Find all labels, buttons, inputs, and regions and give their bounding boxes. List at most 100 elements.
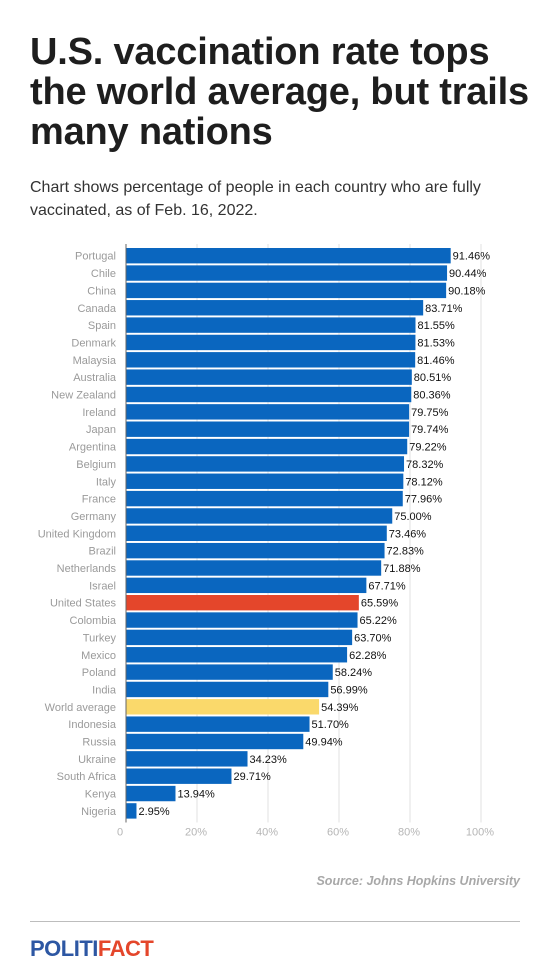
bar-denmark xyxy=(126,334,416,351)
category-label: Portugal xyxy=(75,251,116,263)
value-label: 79.74% xyxy=(411,424,449,436)
category-label: Russia xyxy=(82,737,117,749)
bar-indonesia xyxy=(126,716,310,732)
value-label: 91.46% xyxy=(453,251,491,263)
category-label: Ireland xyxy=(82,407,116,419)
value-label: 2.95% xyxy=(138,806,169,818)
bar-malaysia xyxy=(126,352,416,368)
value-label: 73.46% xyxy=(389,528,427,540)
bar-world-average xyxy=(126,699,320,715)
bar-new-zealand xyxy=(126,386,412,403)
category-label: Nigeria xyxy=(81,806,117,818)
category-label: Malaysia xyxy=(73,355,117,367)
bar-russia xyxy=(126,733,304,750)
bar-australia xyxy=(126,369,412,385)
category-label: Ukraine xyxy=(78,754,116,766)
value-label: 54.39% xyxy=(321,702,359,714)
bar-nigeria xyxy=(126,803,137,819)
category-label: India xyxy=(92,684,117,696)
bar-chart: Portugal 91.46% Chile 90.44% China 90.18% Cana… xyxy=(38,244,494,839)
category-label: Colombia xyxy=(70,615,117,627)
value-label: 67.71% xyxy=(368,580,406,592)
category-label: World average xyxy=(45,702,116,714)
bar-colombia xyxy=(126,612,358,628)
bar-chile xyxy=(126,265,448,281)
value-label: 62.28% xyxy=(349,650,387,662)
category-label: United Kingdom xyxy=(38,528,116,540)
category-label: Kenya xyxy=(85,789,117,801)
bar-israel xyxy=(126,577,367,594)
category-label: New Zealand xyxy=(51,390,116,402)
category-label: Mexico xyxy=(81,650,116,662)
category-label: Indonesia xyxy=(68,719,117,731)
chart-subtitle: Chart shows percentage of people in each… xyxy=(30,179,481,219)
bar-india xyxy=(126,681,329,698)
value-label: 29.71% xyxy=(233,771,271,783)
bar-south-africa xyxy=(126,768,232,784)
bar-brazil xyxy=(126,542,385,559)
logo-part-politi: POLITI xyxy=(30,936,98,961)
value-label: 49.94% xyxy=(305,737,343,749)
category-label: South Africa xyxy=(57,771,117,783)
politifact-logo[interactable]: POLITIFACT xyxy=(30,936,154,962)
bar-ireland xyxy=(126,404,410,420)
bar-france xyxy=(126,490,403,507)
value-label: 58.24% xyxy=(335,667,373,679)
category-label: France xyxy=(82,494,116,506)
category-label: Belgium xyxy=(76,459,116,471)
logo-part-fact: FACT xyxy=(97,936,154,961)
value-label: 83.71% xyxy=(425,303,463,315)
bar-belgium xyxy=(126,456,405,472)
category-label: Netherlands xyxy=(57,563,117,575)
category-label: China xyxy=(87,285,117,297)
value-label: 77.96% xyxy=(405,494,443,506)
x-tick-label: 0 xyxy=(117,827,123,839)
category-label: United States xyxy=(50,598,117,610)
value-label: 79.75% xyxy=(411,407,449,419)
category-label: Argentina xyxy=(69,442,117,454)
bar-kenya xyxy=(126,785,176,802)
bar-canada xyxy=(126,300,424,316)
value-label: 80.36% xyxy=(413,390,451,402)
bar-germany xyxy=(126,508,393,524)
value-label: 13.94% xyxy=(177,789,215,801)
category-label: Spain xyxy=(88,320,116,332)
value-label: 90.44% xyxy=(449,268,487,280)
bar-china xyxy=(126,282,447,299)
value-label: 78.32% xyxy=(406,459,444,471)
value-label: 78.12% xyxy=(405,476,443,488)
value-label: 79.22% xyxy=(409,442,447,454)
value-label: 71.88% xyxy=(383,563,421,575)
bar-spain xyxy=(126,317,416,333)
bar-united-kingdom xyxy=(126,525,387,541)
value-label: 81.53% xyxy=(417,337,455,349)
bar-mexico xyxy=(126,647,348,663)
x-tick-label: 40% xyxy=(256,827,278,839)
value-label: 65.22% xyxy=(360,615,398,627)
value-label: 90.18% xyxy=(448,285,486,297)
value-label: 56.99% xyxy=(330,684,368,696)
bar-italy xyxy=(126,473,404,489)
bar-portugal xyxy=(126,248,451,264)
category-label: Chile xyxy=(91,268,116,280)
bar-united-states xyxy=(126,595,359,611)
value-label: 63.70% xyxy=(354,632,392,644)
category-label: Germany xyxy=(71,511,117,523)
category-label: Israel xyxy=(89,580,116,592)
value-label: 81.46% xyxy=(417,355,455,367)
x-tick-label: 80% xyxy=(398,827,420,839)
bar-ukraine xyxy=(126,751,248,767)
category-label: Turkey xyxy=(83,632,117,644)
value-label: 72.83% xyxy=(387,546,425,558)
category-label: Poland xyxy=(82,667,116,679)
x-tick-label: 60% xyxy=(327,827,349,839)
bar-poland xyxy=(126,664,333,680)
footer-divider xyxy=(30,921,520,922)
value-label: 65.59% xyxy=(361,598,399,610)
value-label: 81.55% xyxy=(418,320,456,332)
category-label: Denmark xyxy=(71,337,116,349)
category-label: Italy xyxy=(96,476,117,488)
value-label: 75.00% xyxy=(394,511,432,523)
bar-japan xyxy=(126,421,410,437)
value-label: 34.23% xyxy=(250,754,288,766)
